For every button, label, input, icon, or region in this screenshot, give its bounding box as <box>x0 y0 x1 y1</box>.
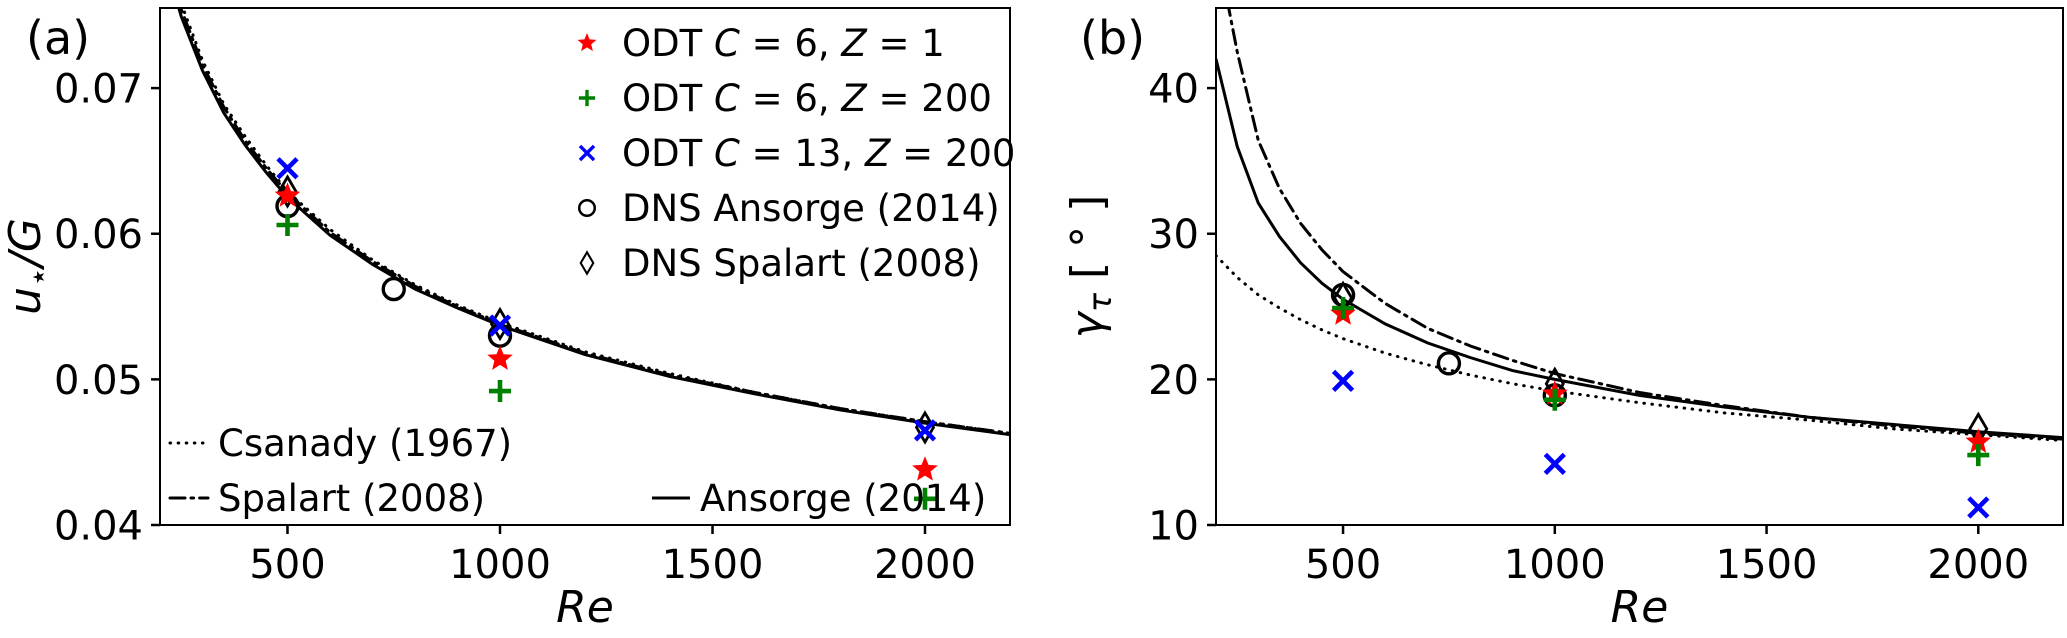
series-plus <box>276 213 936 510</box>
data-point-marker-x <box>913 419 937 442</box>
data-point-marker-x <box>276 157 299 180</box>
x-tick-label: 2000 <box>874 542 976 588</box>
legend-entry: Ansorge (2014) <box>652 477 986 520</box>
y-tick-label: 30 <box>1148 212 1199 258</box>
legend-entry-label: ODT C = 13, Z = 200 <box>622 132 1015 175</box>
legend-lines: Csanady (1967) Spalart (2008) Ansorge (201… <box>168 422 986 520</box>
x-tick-label: 500 <box>1305 542 1381 588</box>
data-point-marker-plus <box>276 213 299 236</box>
data-point-marker-plus <box>914 487 936 510</box>
legend-entry-label: ODT C = 6, Z = 200 <box>622 77 992 120</box>
data-point-marker-circle <box>381 276 406 302</box>
legend-entry-label: DNS Ansorge (2014) <box>622 187 1000 230</box>
data-point-marker-plus <box>1967 444 1990 467</box>
panel-b-tag: (b) <box>1080 11 1145 65</box>
legend-entry-label: ODT C = 6, Z = 1 <box>622 22 945 65</box>
x-axis: 500 1000 1500 2000 <box>1305 525 2029 588</box>
theory-curves <box>177 8 1010 437</box>
x-axis-label: Re <box>556 582 614 633</box>
x-axis: 500 1000 1500 2000 <box>249 525 976 588</box>
data-point-marker-star <box>577 33 597 52</box>
theory-curves <box>1216 8 2063 442</box>
data-point-marker-star <box>487 345 513 370</box>
data-point-marker-diamond <box>277 174 298 209</box>
data-point-marker-x <box>488 314 512 337</box>
y-tick-label: 0.06 <box>54 212 143 258</box>
x-axis-label: Re <box>1611 582 1669 633</box>
panel-a-tag: (a) <box>26 11 90 65</box>
data-point-marker-plus <box>489 380 511 403</box>
axes-frame <box>159 7 1011 526</box>
series-star <box>1330 300 1992 453</box>
y-tick-label: 0.05 <box>54 358 143 404</box>
data-point-marker-star <box>274 182 301 207</box>
legend-entry: DNS Spalart (2008) <box>579 242 981 285</box>
legend-entry: DNS Ansorge (2014) <box>577 187 1000 230</box>
series-diamond <box>1332 280 1989 447</box>
y-tick-label: 0.04 <box>54 503 143 549</box>
x-tick-label: 1500 <box>662 542 764 588</box>
panel-b: 500 1000 1500 2000 10 20 30 40 Re γτ [ ° ] <box>1062 7 2064 633</box>
data-point-marker-x <box>578 144 596 162</box>
y-axis-label: u⋆/G <box>0 218 57 315</box>
x-tick-label: 1000 <box>449 542 551 588</box>
data-point-marker-x <box>1967 496 1990 519</box>
legend-entry: ODT C = 13, Z = 200 <box>578 132 1015 175</box>
y-tick-label: 40 <box>1148 66 1199 112</box>
y-tick-label: 20 <box>1148 358 1199 404</box>
curve-solid <box>1216 58 2063 440</box>
series-x <box>1331 369 1990 519</box>
legend-entry-label: Ansorge (2014) <box>700 477 986 520</box>
data-point-marker-x <box>1543 452 1566 475</box>
axes-frame <box>1215 7 2064 526</box>
curve-dashdot <box>1227 8 2063 441</box>
data-point-marker-circle <box>1436 351 1462 376</box>
y-axis: 0.04 0.05 0.06 0.07 <box>54 66 160 549</box>
data-point-marker-x <box>1331 369 1355 392</box>
series-x <box>276 157 937 442</box>
x-tick-label: 1500 <box>1716 542 1818 588</box>
legend-entry-label: Spalart (2008) <box>218 477 485 520</box>
legend-entry: Spalart (2008) <box>168 477 485 520</box>
y-axis: 10 20 30 40 <box>1148 66 1216 549</box>
data-point-marker-plus <box>578 89 596 107</box>
data-point-marker-plus <box>1543 388 1566 411</box>
y-tick-label: 10 <box>1148 503 1199 549</box>
data-point-marker-star <box>1965 428 1992 453</box>
data-point-marker-diamond <box>579 250 595 276</box>
legend-entry: Csanady (1967) <box>168 422 512 465</box>
x-tick-label: 1000 <box>1504 542 1606 588</box>
data-point-marker-circle <box>577 198 597 218</box>
curve-dotted <box>1216 254 2063 442</box>
curve-solid <box>177 8 1010 437</box>
series-star <box>274 182 938 481</box>
series-plus <box>1332 297 1990 467</box>
legend-entry: ODT C = 6, Z = 1 <box>577 22 945 65</box>
x-tick-label: 500 <box>249 542 325 588</box>
y-axis-label: γτ [ ° ] <box>1062 195 1119 339</box>
x-tick-label: 2000 <box>1927 542 2029 588</box>
panel-a: 500 1000 1500 2000 0.04 0.05 0.06 0.07 Re u⋆/G ODT… <box>0 7 1015 633</box>
legend-entry-label: Csanady (1967) <box>218 422 512 465</box>
legend-series: ODT C = 6, Z = 1 ODT C = 6, Z = 200 ODT C … <box>577 22 1015 285</box>
legend-entry: ODT C = 6, Z = 200 <box>578 77 992 120</box>
data-point-marker-plus <box>1332 297 1355 320</box>
legend-entry-label: DNS Spalart (2008) <box>622 242 981 285</box>
data-point-marker-star <box>912 456 938 481</box>
y-tick-label: 0.07 <box>54 66 143 112</box>
